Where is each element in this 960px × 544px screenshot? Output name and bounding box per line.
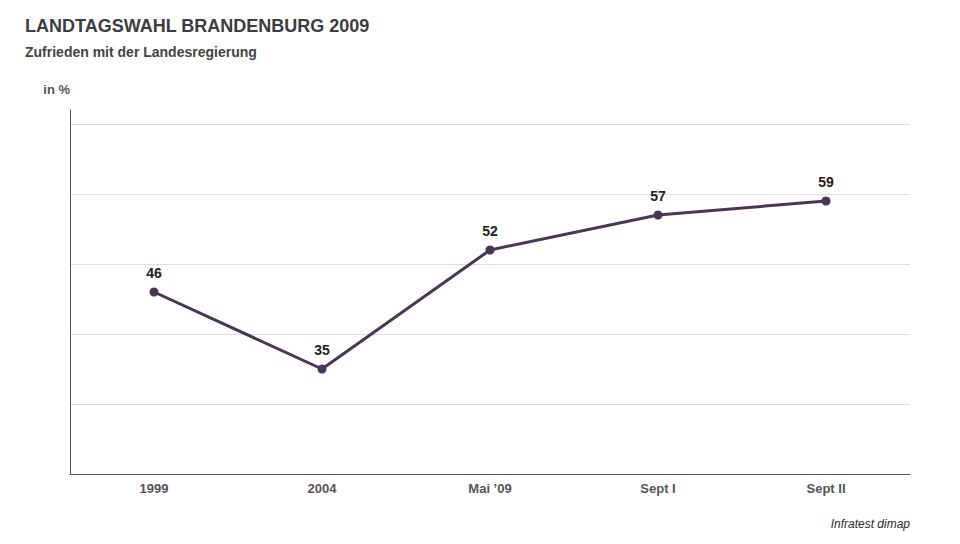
svg-text:in %: in %: [43, 82, 70, 97]
svg-text:Mai ’09: Mai ’09: [468, 481, 511, 496]
svg-text:Sept II: Sept II: [806, 481, 845, 496]
svg-text:59: 59: [818, 174, 834, 190]
svg-text:46: 46: [146, 265, 162, 281]
svg-text:LANDTAGSWAHL BRANDENBURG 2009: LANDTAGSWAHL BRANDENBURG 2009: [25, 16, 369, 36]
svg-text:Sept I: Sept I: [640, 481, 675, 496]
svg-text:2004: 2004: [308, 481, 338, 496]
svg-text:1999: 1999: [140, 481, 169, 496]
svg-text:35: 35: [314, 342, 330, 358]
svg-text:57: 57: [650, 188, 666, 204]
svg-text:Infratest dimap: Infratest dimap: [831, 517, 911, 531]
svg-text:Zufrieden mit der Landesregier: Zufrieden mit der Landesregierung: [25, 44, 257, 60]
svg-text:52: 52: [482, 223, 498, 239]
